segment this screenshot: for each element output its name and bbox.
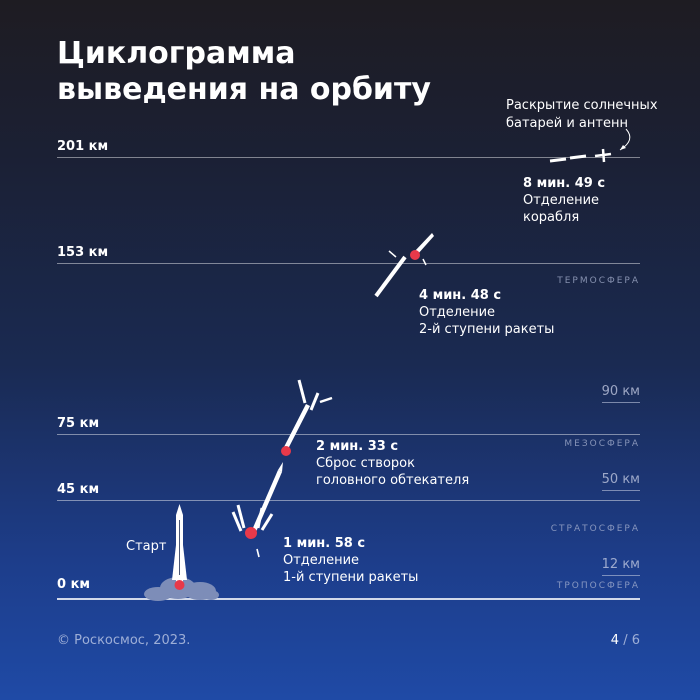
event-spacecraft-desc: Отделение корабля [523, 193, 600, 225]
altitude-line-201 [57, 157, 640, 158]
page-separator: / [619, 633, 632, 648]
event-fairing: 2 мин. 33 с Сброс створок головного обте… [316, 438, 469, 489]
title-line-2: выведения на орбиту [57, 72, 431, 107]
spacecraft-separation-icon [549, 128, 631, 163]
page-title: Циклограмма выведения на орбиту [57, 36, 431, 108]
altitude-label-201: 201 км [57, 139, 109, 154]
event-stage2: 4 мин. 48 с Отделение 2-й ступени ракеты [419, 287, 554, 338]
event-stage2-desc: Отделение 2-й ступени ракеты [419, 305, 555, 337]
rocket-on-pad-icon [172, 504, 187, 590]
altitude-line-153 [57, 263, 640, 264]
event-stage1-desc: Отделение 1-й ступени ракеты [283, 553, 419, 585]
altitude-line-75 [57, 434, 640, 435]
event-fairing-time: 2 мин. 33 с [316, 439, 399, 454]
title-line-1: Циклограмма [57, 36, 296, 71]
altitude-label-153: 153 км [57, 245, 109, 260]
altitude-line-0 [57, 598, 640, 600]
layer-mesosphere: МЕЗОСФЕРА [564, 439, 640, 449]
page-indicator: 4 / 6 [611, 633, 640, 648]
rocket-fairing-separation-icon [281, 379, 333, 456]
boundary-90-label: 90 км [601, 384, 640, 399]
page-current: 4 [610, 633, 620, 648]
rocket-stage1-separation-icon [231, 462, 283, 558]
copyright: © Роскосмос, 2023. [57, 633, 191, 648]
boundary-50-line [602, 490, 640, 491]
event-stage1: 1 мин. 58 с Отделение 1-й ступени ракеты [283, 535, 418, 586]
event-spacecraft: 8 мин. 49 с Отделение корабля [523, 175, 605, 226]
altitude-label-75: 75 км [57, 416, 100, 431]
event-fairing-desc: Сброс створок головного обтекателя [316, 456, 470, 488]
boundary-90-line [602, 402, 640, 403]
altitude-line-45 [57, 500, 640, 501]
rocket-stage2-separation-icon [374, 233, 434, 298]
event-stage2-time: 4 мин. 48 с [419, 288, 502, 303]
boundary-12-line [602, 575, 640, 576]
start-label: Старт [126, 539, 167, 554]
event-spacecraft-time: 8 мин. 49 с [523, 176, 606, 191]
layer-troposphere: ТРОПОСФЕРА [556, 581, 640, 591]
layer-stratosphere: СТРАТОСФЕРА [550, 524, 640, 534]
layer-thermosphere: ТЕРМОСФЕРА [557, 276, 640, 286]
boundary-50-label: 50 км [601, 472, 640, 487]
boundary-12-label: 12 км [601, 557, 640, 572]
event-stage1-time: 1 мин. 58 с [283, 536, 366, 551]
altitude-label-45: 45 км [57, 482, 100, 497]
deploy-panels-label: Раскрытие солнечных батарей и антенн [506, 98, 658, 131]
altitude-label-0: 0 км [57, 577, 91, 592]
page-total: 6 [631, 633, 640, 648]
